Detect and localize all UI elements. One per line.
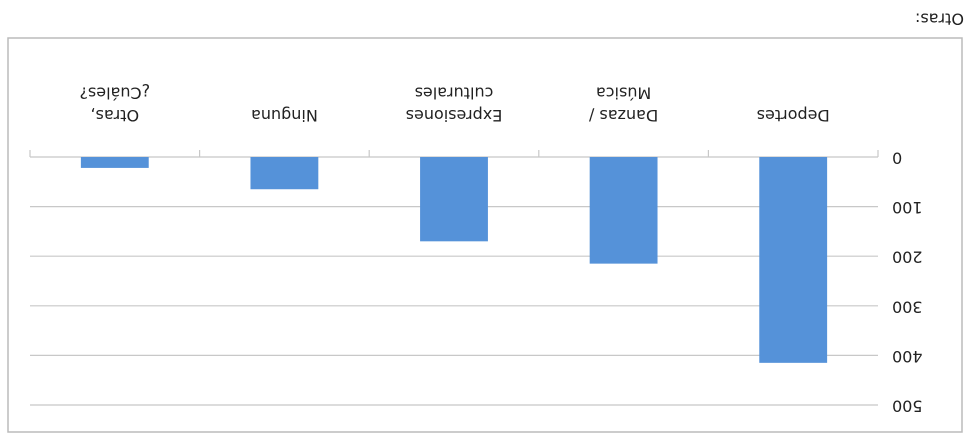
y-tick-label: 0 bbox=[892, 149, 902, 168]
y-tick-label: 400 bbox=[892, 347, 923, 366]
bar bbox=[80, 157, 149, 168]
x-tick-label: Danzas /Música bbox=[588, 84, 658, 125]
bar bbox=[589, 157, 658, 264]
bar bbox=[250, 157, 319, 190]
y-tick-label: 200 bbox=[892, 248, 923, 267]
x-tick-label: Ninguna bbox=[251, 107, 318, 126]
x-tick-label: Otras,¿Cuáles? bbox=[79, 84, 150, 125]
y-tick-label: 500 bbox=[892, 397, 923, 416]
x-tick-label: Deportes bbox=[757, 107, 830, 126]
bar bbox=[420, 157, 488, 242]
y-tick-label: 300 bbox=[892, 297, 923, 316]
caption: Otras: bbox=[915, 10, 964, 29]
bar bbox=[759, 157, 828, 363]
y-tick-label: 100 bbox=[892, 198, 923, 217]
x-tick-label: Expresionesculturales bbox=[406, 84, 503, 125]
